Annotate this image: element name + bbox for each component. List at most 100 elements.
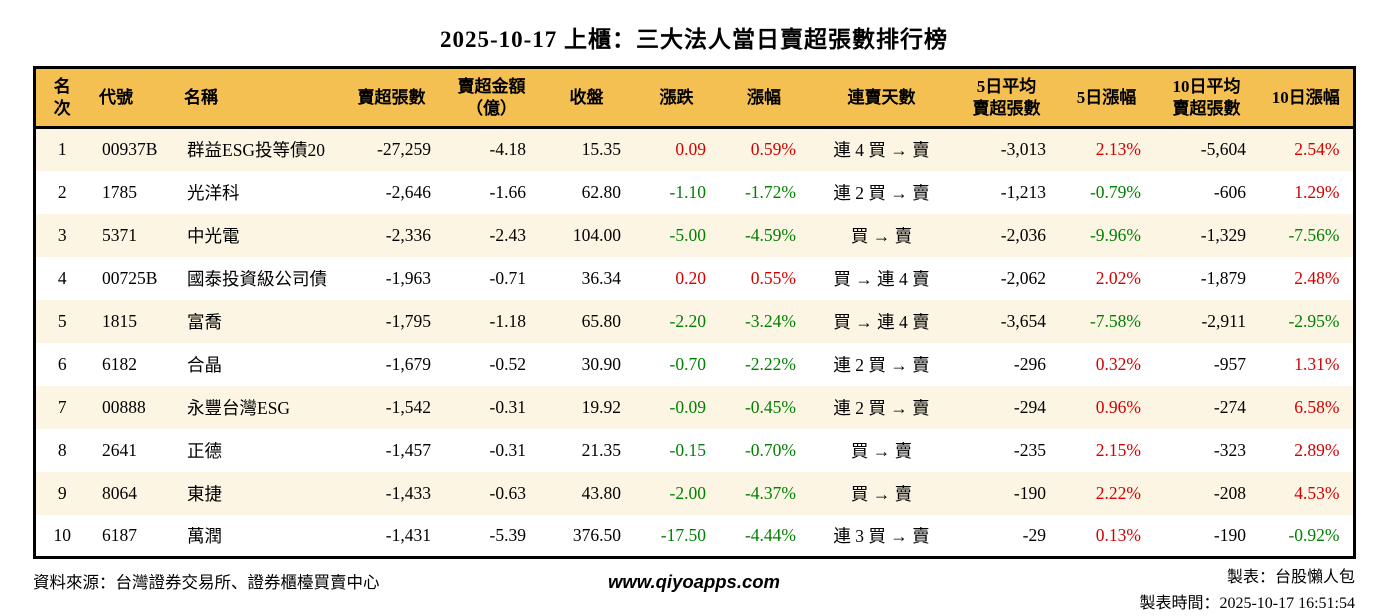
col-header-code: 代號 [89, 67, 174, 129]
col-header-pct10: 10日漲幅 [1259, 67, 1354, 129]
cell-sell-volume: -1,542 [385, 396, 431, 417]
cell-change-pct: -4.59% [744, 224, 796, 245]
maker-label: 製表：台股懶人包 [1227, 569, 1356, 586]
table-row: 4 00725B 國泰投資級公司債 -1,963 -0.71 36.34 0.20 0.55%… [34, 257, 1354, 300]
cell-sell-volume: -1,431 [385, 524, 431, 545]
cell-avg5-volume: -29 [1022, 524, 1046, 545]
cell-change: -2.20 [669, 310, 706, 331]
cell-sell-volume: -27,259 [377, 139, 431, 160]
table-row: 7 00888 永豐台灣ESG -1,542 -0.31 19.92 -0.09 -0.45%… [34, 385, 1354, 429]
cell-close: 30.90 [581, 353, 621, 374]
cell-pct10: 1.29% [1294, 181, 1340, 202]
website-url: www.qiyoapps.com [608, 571, 781, 592]
cell-sell-amount: -0.71 [489, 267, 526, 288]
cell-code: 1815 [102, 310, 137, 331]
cell-pct5: 2.02% [1095, 267, 1141, 288]
col-header-label: 5日漲幅 [1076, 87, 1137, 107]
table-row: 3 5371 中光電 -2,336 -2.43 104.00 -5.00 -4.59% 買 → … [34, 213, 1354, 257]
cell-avg10-volume: -323 [1213, 439, 1246, 460]
cell-change: -17.50 [660, 524, 706, 545]
cell-avg5-volume: -2,036 [1000, 224, 1046, 245]
cell-pct5: 2.13% [1095, 139, 1141, 160]
cell-sell-amount: -0.31 [489, 439, 526, 460]
cell-pct5: 0.32% [1095, 353, 1141, 374]
cell-name: 東捷 [187, 483, 222, 504]
col-header-label: 5日平均 [976, 77, 1037, 97]
cell-streak: 買 → 賣 [850, 225, 913, 246]
cell-avg5-volume: -294 [1013, 396, 1046, 417]
col-header-label: 賣超張數 [972, 98, 1041, 118]
col-header-label: 賣超張數 [1172, 98, 1241, 118]
cell-pct10: 4.53% [1294, 482, 1340, 503]
cell-change-pct: -2.22% [744, 353, 796, 374]
cell-rank: 9 [57, 482, 67, 503]
table-row: 8 2641 正德 -1,457 -0.31 21.35 -0.15 -0.70% 買 → 賣 -… [34, 429, 1354, 472]
cell-change: 0.20 [675, 267, 706, 288]
cell-code: 6187 [102, 524, 137, 545]
col-header-close: 收盤 [539, 67, 634, 129]
cell-rank: 7 [57, 396, 67, 417]
col-header-pct5: 5日漲幅 [1059, 67, 1154, 129]
cell-pct5: 0.13% [1095, 524, 1141, 545]
cell-streak: 買 → 賣 [850, 483, 913, 504]
cell-name: 永豐台灣ESG [187, 397, 291, 418]
cell-name: 中光電 [187, 225, 240, 246]
cell-close: 376.50 [572, 524, 621, 545]
cell-sell-amount: -0.31 [489, 396, 526, 417]
cell-rank: 3 [57, 224, 67, 245]
cell-streak: 連 4 買 → 賣 [833, 140, 930, 161]
cell-avg10-volume: -208 [1213, 482, 1246, 503]
cell-name: 萬潤 [187, 525, 222, 546]
cell-pct10: 1.31% [1294, 353, 1340, 374]
data-source-note: 資料來源：台灣證券交易所、證券櫃檯買賣中心 [33, 573, 380, 592]
cell-streak: 買 → 連 4 賣 [833, 268, 930, 289]
cell-pct10: 2.89% [1294, 439, 1340, 460]
footer: 資料來源：台灣證券交易所、證券櫃檯買賣中心 www.qiyoapps.com 製… [33, 565, 1355, 616]
cell-avg10-volume: -274 [1213, 396, 1246, 417]
col-header-label: 10日平均 [1172, 77, 1241, 97]
cell-avg5-volume: -3,654 [1000, 310, 1046, 331]
cell-streak: 連 3 買 → 賣 [833, 525, 930, 546]
cell-pct5: 0.96% [1095, 396, 1141, 417]
cell-avg10-volume: -1,329 [1200, 224, 1246, 245]
col-header-change-pct: 漲幅 [719, 67, 809, 129]
cell-avg10-volume: -957 [1213, 353, 1246, 374]
col-header-label: 名次 [53, 77, 71, 118]
col-header-avg10-volume: 10日平均 賣超張數 [1154, 67, 1259, 129]
header-row: 名次 代號 名稱 賣超張數 賣超金額 （億） 收盤 漲跌 漲幅 連賣天數 5日平均 賣超張數 5日漲幅 1… [34, 67, 1354, 129]
cell-change: 0.09 [675, 139, 706, 160]
col-header-name: 名稱 [174, 67, 339, 129]
table-row: 2 1785 光洋科 -2,646 -1.66 62.80 -1.10 -1.72% 連 2 買… [34, 171, 1354, 214]
col-header-label: 賣超張數 [357, 87, 426, 107]
cell-pct10: -2.95% [1288, 310, 1340, 331]
cell-change-pct: -1.72% [744, 181, 796, 202]
cell-code: 8064 [102, 482, 137, 503]
cell-pct5: 2.22% [1095, 482, 1141, 503]
cell-streak: 買 → 賣 [850, 440, 913, 461]
cell-close: 36.34 [581, 267, 621, 288]
cell-name: 光洋科 [187, 182, 240, 203]
col-header-label: 漲跌 [659, 87, 694, 107]
cell-sell-amount: -1.18 [489, 310, 526, 331]
cell-close: 19.92 [581, 396, 621, 417]
cell-change-pct: -0.70% [744, 439, 796, 460]
table-row: 10 6187 萬潤 -1,431 -5.39 376.50 -17.50 -4.44% 連 3… [34, 515, 1354, 558]
cell-avg10-volume: -2,911 [1201, 310, 1246, 331]
cell-pct5: -7.58% [1089, 310, 1141, 331]
cell-sell-amount: -4.18 [489, 139, 526, 160]
credit-block: 製表：台股懶人包 製表時間：2025-10-17 16:51:54 [780, 565, 1355, 616]
cell-close: 104.00 [572, 224, 621, 245]
cell-streak: 連 2 買 → 賣 [833, 397, 930, 418]
cell-code: 00725B [102, 267, 158, 288]
cell-code: 5371 [102, 224, 137, 245]
cell-avg10-volume: -5,604 [1200, 139, 1246, 160]
cell-streak: 連 2 買 → 賣 [833, 182, 930, 203]
col-header-label: 收盤 [569, 87, 604, 107]
col-header-label: 賣超金額 [457, 77, 526, 97]
col-header-avg5-volume: 5日平均 賣超張數 [954, 67, 1059, 129]
cell-change-pct: 0.55% [750, 267, 796, 288]
cell-name: 合晶 [187, 354, 222, 375]
col-header-streak: 連賣天數 [809, 67, 954, 129]
cell-avg5-volume: -296 [1013, 353, 1046, 374]
